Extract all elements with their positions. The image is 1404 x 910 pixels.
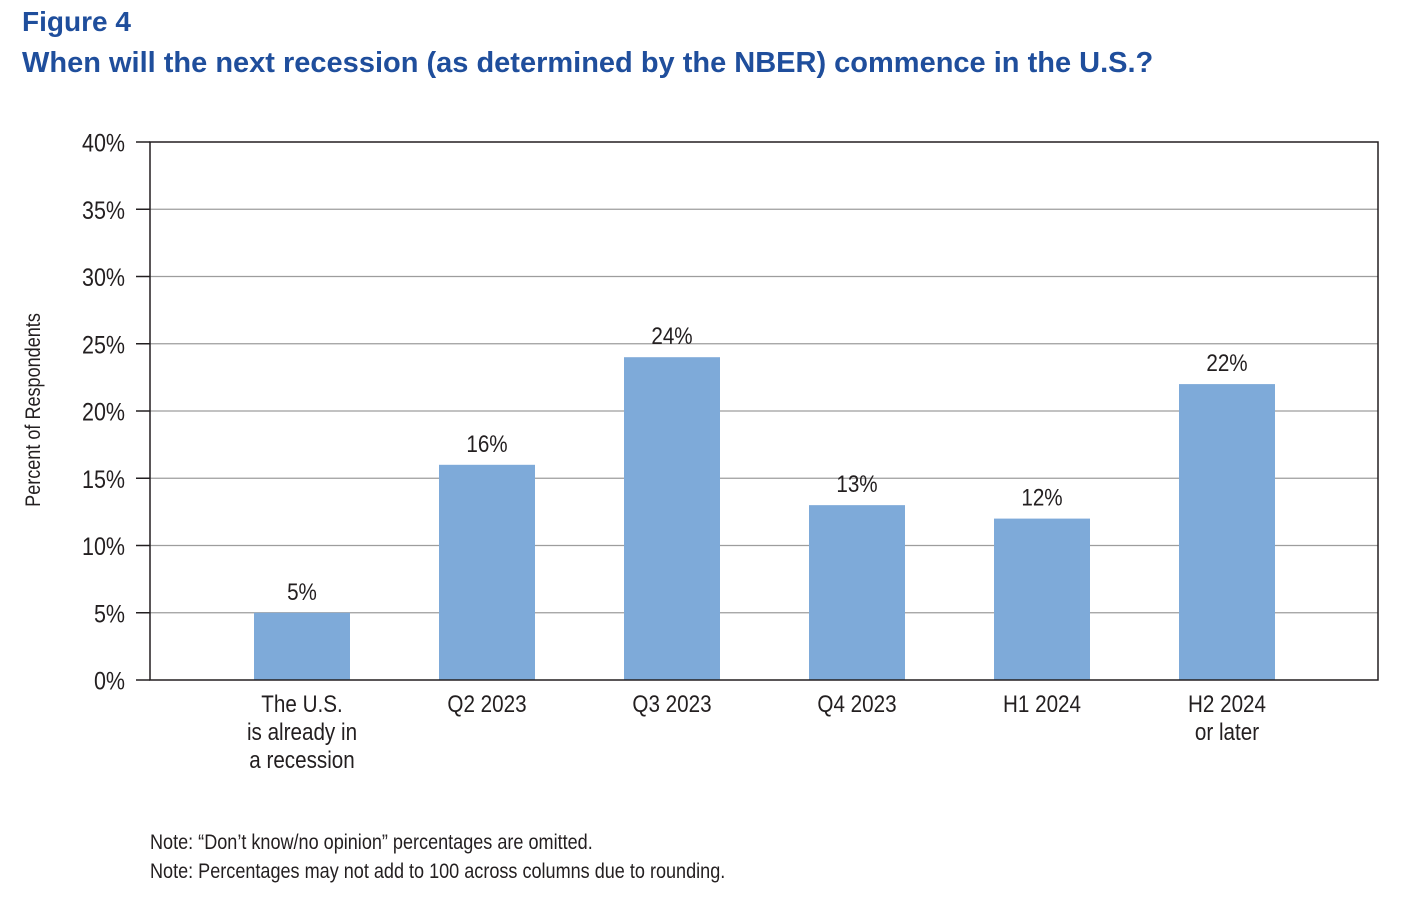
chart-notes: Note: “Don’t know/no opinion” percentage…	[150, 828, 819, 886]
y-tick-label: 5%	[94, 600, 125, 628]
note-line-1: Note: “Don’t know/no opinion” percentage…	[150, 831, 593, 854]
data-label: 13%	[836, 471, 877, 498]
x-tick-label: a recession	[249, 747, 355, 774]
data-label: 16%	[466, 430, 507, 457]
x-tick-label: H2 2024	[1188, 691, 1266, 718]
y-tick-label: 0%	[94, 667, 125, 695]
y-tick-label: 30%	[82, 264, 125, 292]
bar	[1179, 384, 1275, 680]
x-tick-label: H1 2024	[1003, 691, 1081, 718]
y-tick-label: 35%	[82, 196, 125, 224]
bar	[254, 612, 350, 680]
x-tick-label: or later	[1195, 719, 1260, 746]
y-tick-label: 15%	[82, 465, 125, 493]
note-line-2: Note: Percentages may not add to 100 acr…	[150, 860, 726, 883]
x-tick-label: Q2 2023	[447, 691, 526, 718]
data-label: 24%	[651, 323, 692, 350]
x-tick-label: The U.S.	[261, 691, 342, 718]
x-tick-label: Q3 2023	[632, 691, 711, 718]
data-label: 5%	[287, 578, 317, 605]
figure-label: Figure 4	[22, 6, 131, 37]
x-tick-label: Q4 2023	[817, 691, 896, 718]
bar	[439, 464, 535, 680]
plot-frame	[149, 141, 1379, 681]
y-tick-label: 40%	[82, 129, 125, 157]
chart-title: When will the next recession (as determi…	[22, 47, 1154, 79]
data-label: 22%	[1206, 350, 1247, 377]
bar	[809, 505, 905, 680]
bar	[994, 518, 1090, 680]
data-label: 12%	[1021, 484, 1062, 511]
y-tick-label: 10%	[82, 533, 125, 561]
y-tick-label: 25%	[82, 331, 125, 359]
x-tick-label: is already in	[247, 719, 357, 746]
bar	[624, 357, 720, 680]
y-axis-label: Percent of Respondents	[22, 313, 46, 507]
y-tick-label: 20%	[82, 398, 125, 426]
